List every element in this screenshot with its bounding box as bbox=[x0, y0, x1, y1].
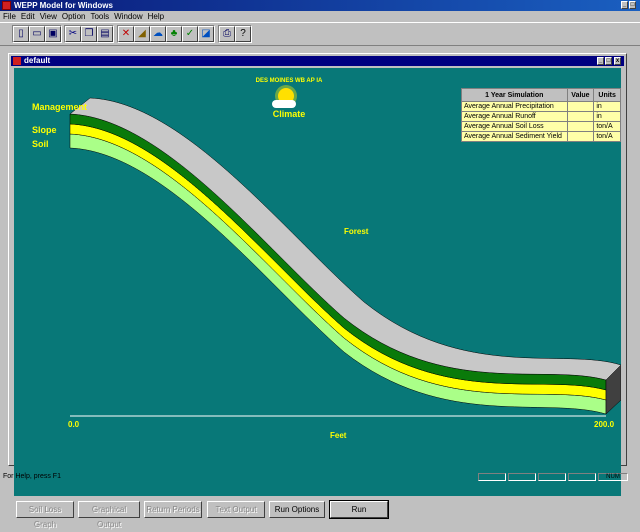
climate-label[interactable]: Climate bbox=[272, 109, 306, 119]
copy-icon[interactable]: ❐ bbox=[81, 26, 97, 42]
run-options-button[interactable]: Run Options bbox=[269, 501, 325, 518]
graphical-output-button[interactable]: Graphical Output bbox=[78, 501, 140, 529]
run-button[interactable]: Run bbox=[329, 500, 389, 519]
cut-icon[interactable]: ✂ bbox=[65, 26, 81, 42]
maximize-button[interactable]: □ bbox=[629, 1, 636, 9]
status-help-text: For Help, press F1 bbox=[3, 473, 61, 480]
app-icon bbox=[2, 1, 11, 10]
row-units: ton/A bbox=[593, 131, 621, 142]
simulation-table: 1 Year Simulation Value Units Average An… bbox=[461, 88, 621, 142]
misc-tool-group bbox=[218, 25, 252, 43]
status-pane bbox=[508, 473, 536, 481]
cloud-icon bbox=[272, 100, 296, 108]
management-icon[interactable]: ♣ bbox=[166, 26, 182, 42]
profile-window: default _ □ x DES MOINES WB AP IA Climat… bbox=[8, 53, 627, 529]
window-title: default bbox=[24, 56, 51, 65]
row-label: Average Annual Precipitation bbox=[461, 101, 568, 112]
table-header: 1 Year Simulation bbox=[461, 88, 568, 102]
table-header-row: 1 Year Simulation Value Units bbox=[461, 88, 621, 102]
num-lock-indicator: NUM bbox=[598, 473, 628, 481]
text-output-button[interactable]: Text Output bbox=[207, 501, 265, 518]
action-button-bar: Soil Loss Graph Graphical Output Return … bbox=[9, 498, 626, 529]
window-icon bbox=[13, 57, 21, 65]
row-value bbox=[566, 131, 595, 142]
menu-window[interactable]: Window bbox=[114, 12, 143, 21]
table-row: Average Annual Sediment Yield ton/A bbox=[461, 131, 621, 142]
erase-icon[interactable]: ✕ bbox=[118, 26, 134, 42]
axis-start-label: 0.0 bbox=[68, 420, 80, 429]
menu-edit[interactable]: Edit bbox=[20, 12, 35, 21]
row-value bbox=[566, 111, 595, 122]
row-label: Average Annual Soil Loss bbox=[461, 121, 568, 132]
minimize-button[interactable]: _ bbox=[621, 1, 628, 9]
return-periods-button[interactable]: Return Periods bbox=[144, 501, 202, 518]
table-row: Average Annual Soil Loss ton/A bbox=[461, 121, 621, 132]
slope-profile-graphic bbox=[69, 97, 621, 417]
row-value bbox=[566, 101, 595, 112]
profile-canvas[interactable]: DES MOINES WB AP IA Climate Management S… bbox=[14, 68, 621, 496]
file-tool-group bbox=[12, 25, 62, 43]
child-restore-button[interactable]: □ bbox=[605, 57, 612, 65]
table-header: Units bbox=[593, 88, 621, 102]
toolbar: ▯ ▭ ▣ ✂ ❐ ▤ ✕ ◢ ☁ ♣ ✓ ◪ ⎙ ? bbox=[0, 22, 640, 46]
status-pane bbox=[478, 473, 506, 481]
row-units: in bbox=[593, 101, 621, 112]
table-row: Average Annual Runoff in bbox=[461, 111, 621, 122]
climate-icon[interactable]: ☁ bbox=[150, 26, 166, 42]
save-disk-icon[interactable]: ▣ bbox=[45, 26, 61, 42]
app-title-bar: WEPP Model for Windows _ □ bbox=[0, 0, 640, 11]
menu-option[interactable]: Option bbox=[61, 12, 86, 21]
row-label: Average Annual Sediment Yield bbox=[461, 131, 568, 142]
surface-top bbox=[69, 97, 621, 381]
row-units: in bbox=[593, 111, 621, 122]
side-scroll-strip bbox=[631, 53, 640, 466]
profile-end-face bbox=[605, 364, 621, 415]
management-label[interactable]: Management bbox=[32, 102, 88, 112]
open-folder-icon[interactable]: ▭ bbox=[29, 26, 45, 42]
row-units: ton/A bbox=[593, 121, 621, 132]
row-label: Average Annual Runoff bbox=[461, 111, 568, 122]
new-file-icon[interactable]: ▯ bbox=[13, 26, 29, 42]
climate-station[interactable]: DES MOINES WB AP IA bbox=[255, 78, 323, 84]
print-icon[interactable]: ⎙ bbox=[219, 26, 235, 42]
soil-icon[interactable]: ◢ bbox=[134, 26, 150, 42]
table-header: Value bbox=[566, 88, 595, 102]
child-close-button[interactable]: x bbox=[614, 57, 621, 65]
menu-bar: File Edit View Option Tools Window Help bbox=[0, 11, 640, 22]
child-title-bar: default _ □ x bbox=[11, 56, 624, 66]
row-value bbox=[566, 121, 595, 132]
menu-file[interactable]: File bbox=[3, 12, 16, 21]
soil-loss-graph-button[interactable]: Soil Loss Graph bbox=[16, 501, 74, 529]
wepp-tool-group bbox=[117, 25, 215, 43]
menu-tools[interactable]: Tools bbox=[90, 12, 110, 21]
slope-label[interactable]: Slope bbox=[32, 125, 57, 135]
paste-icon[interactable]: ▤ bbox=[97, 26, 113, 42]
status-pane bbox=[568, 473, 596, 481]
menu-view[interactable]: View bbox=[39, 12, 57, 21]
help-icon[interactable]: ? bbox=[235, 26, 251, 42]
axis-title: Feet bbox=[330, 431, 347, 440]
check-icon[interactable]: ✓ bbox=[182, 26, 198, 42]
status-bar: For Help, press F1 NUM bbox=[0, 472, 640, 482]
table-row: Average Annual Precipitation in bbox=[461, 101, 621, 112]
soil-label[interactable]: Soil bbox=[32, 139, 49, 149]
axis-end-label: 200.0 bbox=[594, 420, 615, 429]
child-minimize-button[interactable]: _ bbox=[597, 57, 604, 65]
edit-tool-group bbox=[64, 25, 114, 43]
status-pane bbox=[538, 473, 566, 481]
management-name[interactable]: Forest bbox=[344, 227, 369, 236]
chart-icon[interactable]: ◪ bbox=[198, 26, 214, 42]
menu-help[interactable]: Help bbox=[147, 12, 165, 21]
app-title: WEPP Model for Windows bbox=[14, 1, 113, 10]
